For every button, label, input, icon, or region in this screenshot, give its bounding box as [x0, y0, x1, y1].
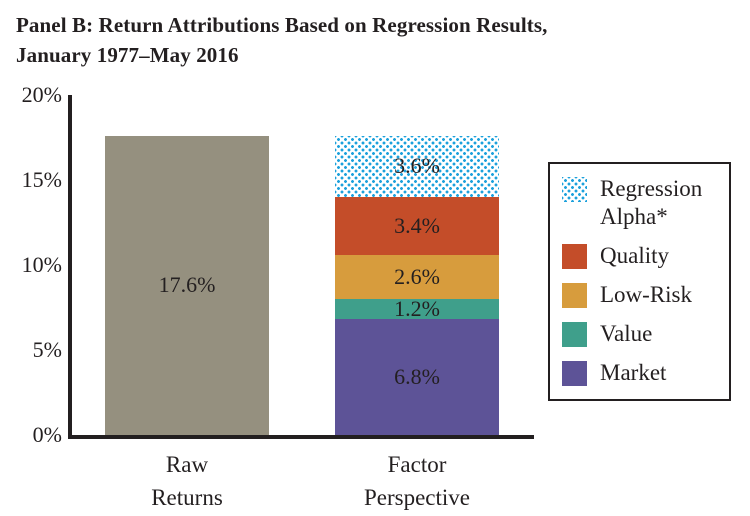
dotted-pattern-swatch-icon — [562, 177, 587, 202]
y-tick-label: 5% — [32, 337, 62, 362]
bar-raw-returns: 17.6% — [105, 135, 269, 435]
category-label-factor-perspective: Factor Perspective — [363, 452, 470, 510]
x-axis-line — [68, 435, 534, 439]
color-swatch-icon — [562, 244, 587, 269]
segment-value-label: 1.2% — [394, 296, 440, 322]
segment-value-label: 3.4% — [394, 212, 440, 238]
chart-title-line2: January 1977–May 2016 — [16, 43, 239, 67]
legend-label: Value — [600, 321, 653, 346]
color-swatch-icon — [562, 361, 587, 386]
y-axis-line — [68, 95, 72, 439]
y-tick-label: 10% — [21, 252, 62, 277]
chart-title: Panel B: Return Attributions Based on Re… — [16, 10, 548, 70]
segment-raw-returns: 17.6% — [105, 135, 269, 435]
color-swatch-icon — [562, 322, 587, 347]
segment-regression-alpha-: 3.6% — [335, 135, 499, 198]
legend-label: Market — [600, 360, 667, 385]
segment-value-label: 3.6% — [394, 153, 440, 179]
legend-item-value: Value — [562, 320, 721, 348]
y-tick-label: 15% — [21, 167, 62, 192]
legend-label: Low-Risk — [600, 282, 692, 307]
legend-item-regression-alpha-: Regression Alpha* — [562, 175, 721, 231]
chart-title-line1: Panel B: Return Attributions Based on Re… — [16, 13, 548, 37]
segment-low-risk: 2.6% — [335, 254, 499, 300]
segment-value-label: 6.8% — [394, 364, 440, 390]
y-axis-tick-labels: 0% 5% 10% 15% 20% — [0, 0, 62, 516]
segment-value-label: 17.6% — [158, 272, 216, 298]
legend-item-quality: Quality — [562, 242, 721, 270]
legend-item-low-risk: Low-Risk — [562, 281, 721, 309]
segment-quality: 3.4% — [335, 197, 499, 255]
y-tick-label: 20% — [21, 82, 62, 107]
y-tick-label: 0% — [32, 422, 62, 447]
bar-factor-perspective: 6.8% 1.2% 2.6% 3.4% 3.6% — [335, 135, 499, 435]
legend-label: Quality — [600, 243, 669, 268]
segment-market: 6.8% — [335, 319, 499, 435]
legend-item-market: Market — [562, 359, 721, 387]
legend-label: Regression Alpha* — [600, 176, 703, 229]
category-label-raw-returns: Raw Returns — [151, 452, 223, 510]
segment-value-label: 2.6% — [394, 263, 440, 289]
legend-box: Regression Alpha* Quality Low-Risk Value Mar… — [548, 162, 731, 401]
color-swatch-icon — [562, 283, 587, 308]
segment-value: 1.2% — [335, 296, 499, 322]
